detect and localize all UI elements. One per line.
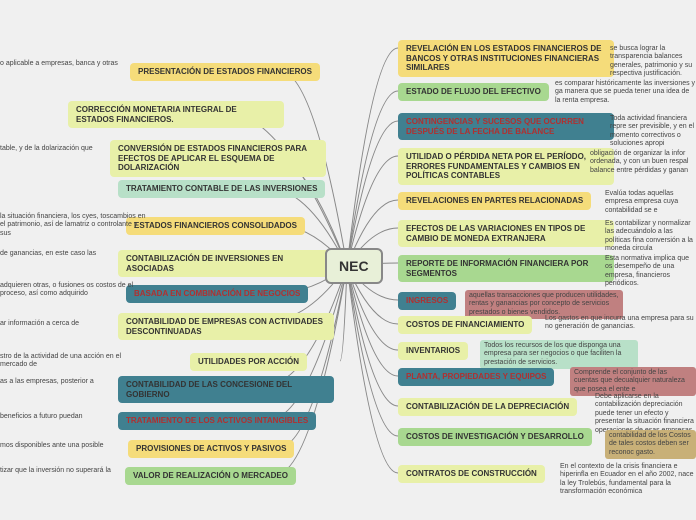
- node-description: Toda actividad financiera repre ser prev…: [610, 115, 696, 149]
- mindmap-node: ESTADO DE FLUJO DEL EFECTIVO: [398, 83, 549, 101]
- node-description: Debe aplicarse en la contabilización dep…: [595, 393, 696, 435]
- node-description: obligación de organizar la infor ordenad…: [590, 150, 696, 175]
- node-description: table, y de la dolarización que: [0, 145, 93, 153]
- node-description: la situación financiera, los cyes, tosca…: [0, 213, 150, 238]
- mindmap-node: BASADA EN COMBINACIÓN DE NEGOCIOS: [126, 285, 308, 303]
- mindmap-node: INGRESOS: [398, 292, 456, 310]
- node-description: Es contabilizar y normalizar las adecuán…: [605, 220, 696, 254]
- mindmap-node: PRESENTACIÓN DE ESTADOS FINANCIEROS: [130, 63, 320, 81]
- mindmap-node: CONVERSIÓN DE ESTADOS FINANCIEROS PARA E…: [110, 140, 326, 177]
- node-description: stro de la actividad de una acción en el…: [0, 353, 150, 370]
- mindmap-node: REVELACIONES EN PARTES RELACIONADAS: [398, 192, 591, 210]
- mindmap-node: REPORTE DE INFORMACIÓN FINANCIERA POR SE…: [398, 255, 614, 282]
- node-description: de ganancias, en este caso las: [0, 250, 96, 258]
- mindmap-node: CONTRATOS DE CONSTRUCCIÓN: [398, 465, 545, 483]
- mindmap-node: CORRECCIÓN MONETARIA INTEGRAL DE ESTADOS…: [68, 101, 284, 128]
- mindmap-node: CONTINGENCIAS Y SUCESOS QUE OCURREN DESP…: [398, 113, 614, 140]
- mindmap-node: UTILIDADES POR ACCIÓN: [190, 353, 307, 371]
- node-description: se busca lograr la transparencia balance…: [610, 45, 696, 79]
- node-description: Esta normativa implica que os desempeño …: [605, 255, 696, 289]
- mindmap-node: PLANTA, PROPIEDADES Y EQUIPOS: [398, 368, 554, 386]
- mindmap-node: PROVISIONES DE ACTIVOS Y PASIVOS: [128, 440, 294, 458]
- node-description: Los gastos en que incurra una empresa pa…: [545, 315, 695, 332]
- mindmap-node: UTILIDAD O PÉRDIDA NETA POR EL PERÍODO, …: [398, 148, 614, 185]
- mindmap-node: CONTABILIDAD DE EMPRESAS CON ACTIVIDADES…: [118, 313, 334, 340]
- node-description: En el contexto de la crisis financiera e…: [560, 463, 696, 497]
- node-description: ar información a cerca de: [0, 320, 79, 328]
- node-description: Evalúa todas aquellas empresa empresa cu…: [605, 190, 696, 215]
- mindmap-node: CONTABILIZACIÓN DE INVERSIONES EN ASOCIA…: [118, 250, 334, 277]
- mindmap-node: VALOR DE REALIZACIÓN O MERCADEO: [125, 467, 296, 485]
- mindmap-node: CONTABILIZACIÓN DE LA DEPRECIACIÓN: [398, 398, 577, 416]
- mindmap-node: TRATAMIENTO DE LOS ACTIVOS INTANGIBLES: [118, 412, 316, 430]
- mindmap-node: ESTADOS FINANCIEROS CONSOLIDADOS: [126, 217, 305, 235]
- node-description: mos disponibles ante una posible: [0, 442, 104, 450]
- node-description: Todos los recursos de los que disponga u…: [480, 340, 638, 369]
- node-description: adquieren otras, o fusiones os costos de…: [0, 282, 150, 299]
- mindmap-node: EFECTOS DE LAS VARIACIONES EN TIPOS DE C…: [398, 220, 614, 247]
- node-description: as a las empresas, posterior a: [0, 378, 94, 386]
- mindmap-node: COSTOS DE FINANCIAMIENTO: [398, 316, 532, 334]
- node-description: Comprende el conjunto de las cuentas que…: [570, 367, 696, 396]
- node-description: tizar que la inversión no superará la: [0, 467, 111, 475]
- node-description: o aplicable a empresas, banca y otras: [0, 60, 118, 68]
- node-description: beneficios a futuro puedan: [0, 413, 83, 421]
- mindmap-node: INVENTARIOS: [398, 342, 468, 360]
- mindmap-node: TRATAMIENTO CONTABLE DE LAS INVERSIONES: [118, 180, 325, 198]
- node-description: contabilidad de los Costos de tales cost…: [605, 430, 696, 459]
- mindmap-node: REVELACIÓN EN LOS ESTADOS FINANCIEROS DE…: [398, 40, 614, 77]
- mindmap-node: CONTABILIDAD DE LAS CONCESIONE DEL GOBIE…: [118, 376, 334, 403]
- center-node: NEC: [325, 248, 383, 284]
- node-description: es comparar históricamente las inversion…: [555, 80, 696, 105]
- mindmap-node: COSTOS DE INVESTIGACIÓN Y DESARROLLO: [398, 428, 592, 446]
